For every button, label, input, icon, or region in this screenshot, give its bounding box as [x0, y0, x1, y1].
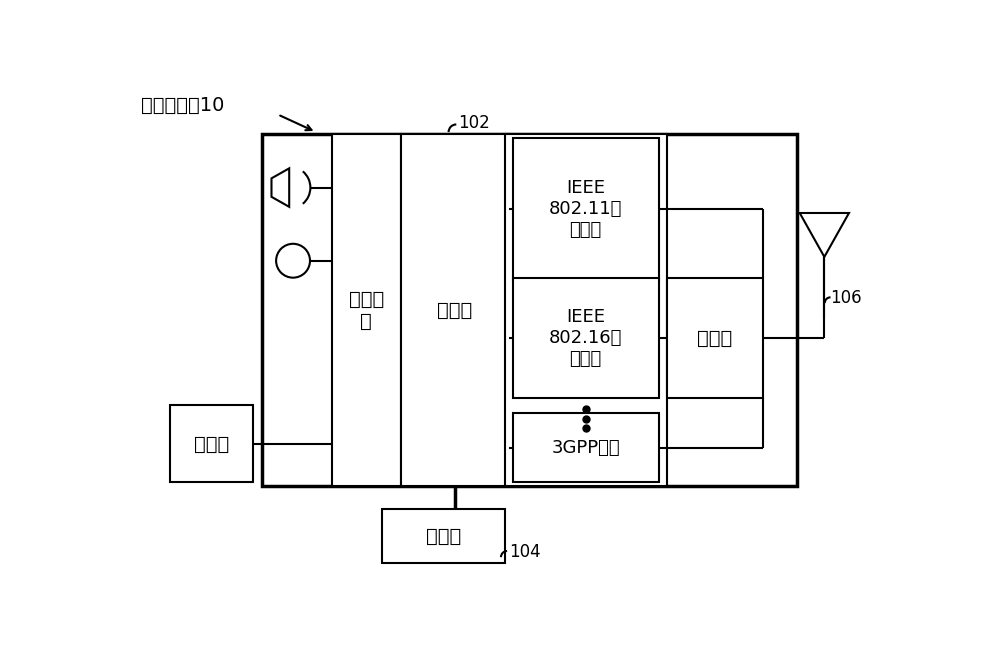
Text: 计算机终端10: 计算机终端10	[141, 96, 225, 115]
Text: IEEE
802.11网
络接口: IEEE 802.11网 络接口	[549, 179, 622, 239]
Bar	[512, 413, 659, 482]
Text: 耦合器: 耦合器	[697, 329, 732, 348]
Bar	[401, 134, 509, 486]
Text: 106: 106	[831, 289, 862, 307]
Bar	[505, 134, 666, 486]
Text: 显示器: 显示器	[194, 434, 229, 454]
Text: 3GPP接口: 3GPP接口	[551, 439, 620, 457]
Bar	[170, 406, 253, 482]
Bar	[512, 138, 659, 280]
Text: 存储器: 存储器	[426, 527, 461, 546]
Bar	[512, 278, 659, 398]
Bar	[382, 509, 505, 563]
Text: 用户接
口: 用户接 口	[349, 290, 384, 331]
Text: IEEE
802.16网
络接口: IEEE 802.16网 络接口	[549, 308, 622, 368]
Text: 102: 102	[459, 114, 490, 132]
Text: 104: 104	[509, 543, 540, 561]
Bar	[332, 134, 401, 486]
Bar	[262, 134, 797, 486]
Text: 处理器: 处理器	[437, 301, 472, 320]
Bar	[666, 278, 763, 398]
